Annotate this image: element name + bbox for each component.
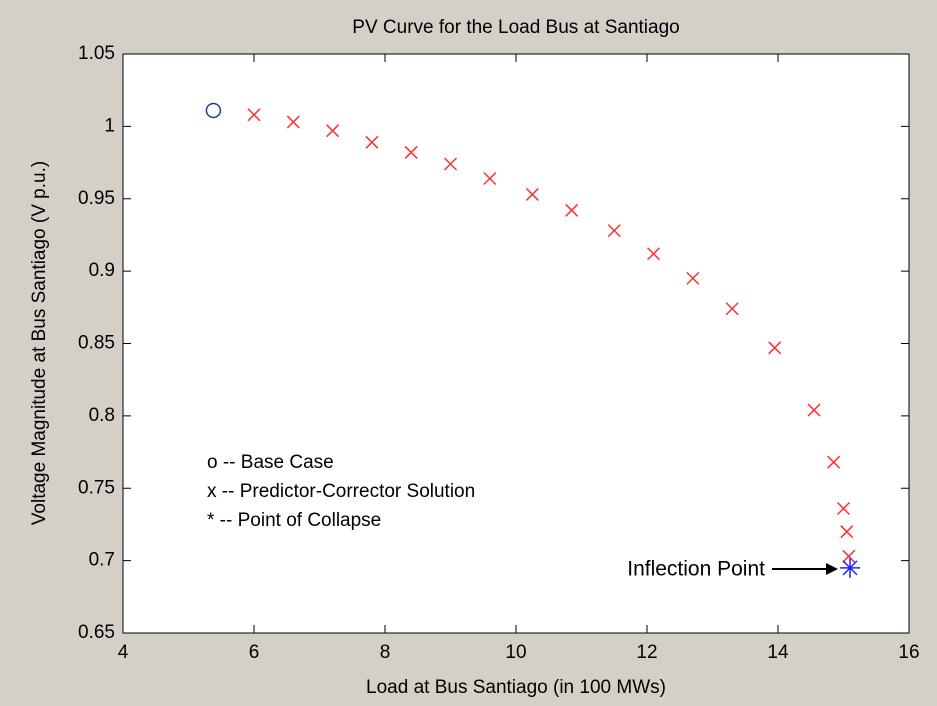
marker-part [827,455,841,469]
y-tick-label: 0.95 [78,188,115,209]
point [443,157,458,171]
marker-part [565,203,579,217]
point [525,187,539,201]
point [842,549,856,563]
point [247,108,261,122]
point [565,203,579,217]
x-tick-label: 4 [118,642,129,663]
chart-title: PV Curve for the Load Bus at Santiago [352,17,679,38]
marker-part [443,157,458,171]
point [483,171,497,186]
marker-part [842,549,856,563]
point [807,403,821,417]
plot-area [122,53,910,634]
marker-part [247,108,261,122]
y-tick-label: 0.85 [78,333,115,354]
note: * -- Point of Collapse [207,510,381,531]
x-tick-label: 14 [767,642,789,663]
point [840,557,861,578]
marker-part [326,124,340,138]
point [404,145,418,159]
point [768,341,782,355]
arrow-head [826,563,838,575]
marker-part [607,224,621,238]
y-tick-label: 0.7 [89,550,115,571]
point [725,302,739,316]
x-tick-label: 16 [898,642,919,663]
x-tick-label: 8 [380,642,391,663]
annotation: Inflection Point [627,558,765,581]
y-tick-label: 1 [104,115,115,136]
marker-part [365,135,379,149]
note: x -- Predictor-Corrector Solution [207,481,475,502]
y-axis-label: Voltage Magnitude at Bus Santiago (V p.u… [29,161,50,525]
marker-part [842,560,858,576]
point [205,102,222,119]
point [686,271,700,285]
marker-part [286,115,300,129]
marker-part [404,145,418,159]
y-tick-label: 0.8 [89,405,115,426]
y-tick-label: 0.65 [78,622,115,643]
point [840,525,854,539]
point [827,455,841,469]
marker-part [768,341,782,355]
point [607,224,621,238]
x-axis-label: Load at Bus Santiago (in 100 MWs) [366,677,666,698]
point [647,247,661,261]
marker-part [686,271,700,285]
x-tick-label: 12 [636,642,657,663]
marker-part [205,102,222,119]
y-tick-label: 0.75 [78,477,115,498]
x-tick-label: 6 [249,642,260,663]
marker-part [483,171,497,186]
marker-part [807,403,821,417]
marker-part [840,525,854,539]
x-tick-label: 10 [505,642,526,663]
point [326,124,340,138]
y-tick-label: 1.05 [78,43,115,64]
marker-part [525,187,539,201]
marker-part [836,501,851,516]
point [365,135,379,149]
point [836,501,851,516]
note: o -- Base Case [207,452,334,473]
point [286,115,300,129]
marker-part [647,247,661,261]
y-tick-label: 0.9 [89,260,115,281]
marker-part [725,302,739,316]
